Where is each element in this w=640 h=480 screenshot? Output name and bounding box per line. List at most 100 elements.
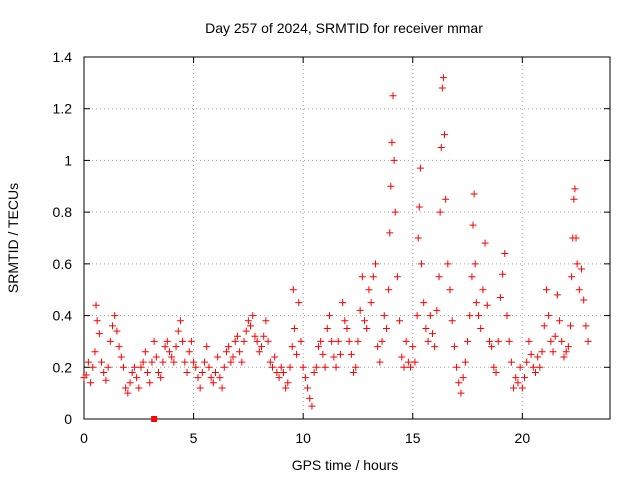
x-tick-label: 15 — [405, 430, 421, 446]
data-point — [567, 322, 575, 330]
data-point — [562, 348, 570, 356]
data-point — [161, 343, 169, 351]
data-point — [271, 353, 279, 361]
data-point — [525, 337, 533, 345]
data-point — [236, 348, 244, 356]
data-point — [93, 317, 101, 325]
data-point — [376, 358, 384, 366]
data-point — [551, 332, 559, 340]
data-point — [92, 301, 100, 309]
data-point — [295, 299, 303, 307]
x-tick-label: 10 — [295, 430, 311, 446]
data-point — [505, 337, 513, 345]
data-point — [247, 322, 255, 330]
data-point — [325, 312, 333, 320]
data-point — [255, 348, 263, 356]
data-point — [106, 337, 114, 345]
data-point — [390, 156, 398, 164]
data-point — [111, 312, 119, 320]
data-point — [564, 343, 572, 351]
data-point — [380, 312, 388, 320]
data-point — [558, 337, 566, 345]
data-point — [512, 374, 520, 382]
data-point — [404, 358, 412, 366]
plot-area — [83, 56, 611, 420]
data-point — [301, 374, 309, 382]
y-axis-label: SRMTID / TECUs — [5, 183, 21, 293]
data-point — [119, 363, 127, 371]
data-point — [481, 239, 489, 247]
data-point — [529, 363, 537, 371]
data-point — [363, 325, 371, 332]
data-point — [159, 358, 167, 366]
data-point — [330, 353, 338, 361]
data-point — [251, 332, 259, 340]
data-point — [471, 260, 479, 268]
y-tick-label: 0.4 — [53, 308, 73, 324]
data-point — [352, 363, 360, 371]
data-point — [521, 374, 529, 382]
data-point — [442, 195, 450, 203]
data-point — [190, 358, 198, 366]
data-point — [507, 358, 515, 366]
data-point — [150, 337, 158, 345]
data-point — [258, 343, 266, 351]
data-point — [441, 131, 449, 139]
data-point — [413, 312, 421, 320]
data-point — [196, 384, 204, 392]
data-point — [578, 265, 586, 273]
data-point — [244, 317, 252, 325]
data-point — [176, 317, 184, 325]
data-point — [293, 350, 301, 358]
chart-grid — [84, 57, 610, 419]
data-points — [80, 74, 592, 410]
data-point — [534, 353, 542, 361]
data-point — [538, 348, 546, 356]
data-point — [102, 376, 110, 384]
square-marker — [151, 416, 158, 422]
data-point — [282, 384, 290, 392]
data-point — [308, 402, 316, 410]
data-point — [168, 353, 176, 361]
data-point — [494, 337, 502, 345]
data-point — [387, 182, 395, 190]
data-point — [334, 337, 342, 345]
data-point — [407, 363, 415, 371]
data-point — [279, 368, 287, 376]
data-point — [312, 363, 320, 371]
data-point — [277, 363, 285, 371]
data-point — [117, 353, 125, 361]
data-point — [354, 337, 362, 345]
data-point — [144, 368, 152, 376]
y-tick-label: 0.8 — [53, 204, 73, 220]
data-point — [469, 221, 477, 229]
data-point — [139, 358, 147, 366]
data-point — [575, 286, 583, 294]
data-point — [187, 337, 195, 345]
data-point — [477, 325, 485, 332]
data-point — [433, 306, 441, 314]
data-point — [414, 234, 422, 242]
data-point — [542, 286, 550, 294]
data-point — [163, 337, 171, 345]
data-point — [527, 350, 535, 358]
data-point — [323, 325, 331, 332]
data-point — [422, 325, 430, 332]
x-axis-label: GPS time / hours — [292, 457, 399, 473]
data-point — [286, 363, 294, 371]
data-point — [317, 337, 325, 345]
data-point — [135, 384, 143, 392]
chart-title: Day 257 of 2024, SRMTID for receiver mma… — [205, 20, 483, 36]
data-point — [165, 348, 173, 356]
data-point — [332, 363, 340, 371]
data-point — [98, 358, 106, 366]
y-tick-label: 1 — [64, 152, 72, 168]
data-point — [157, 374, 165, 382]
data-point — [382, 325, 390, 332]
data-point — [273, 368, 281, 376]
data-point — [549, 348, 557, 356]
data-point — [369, 273, 377, 281]
data-point — [214, 353, 222, 361]
data-point — [343, 325, 351, 332]
data-point — [378, 337, 386, 345]
